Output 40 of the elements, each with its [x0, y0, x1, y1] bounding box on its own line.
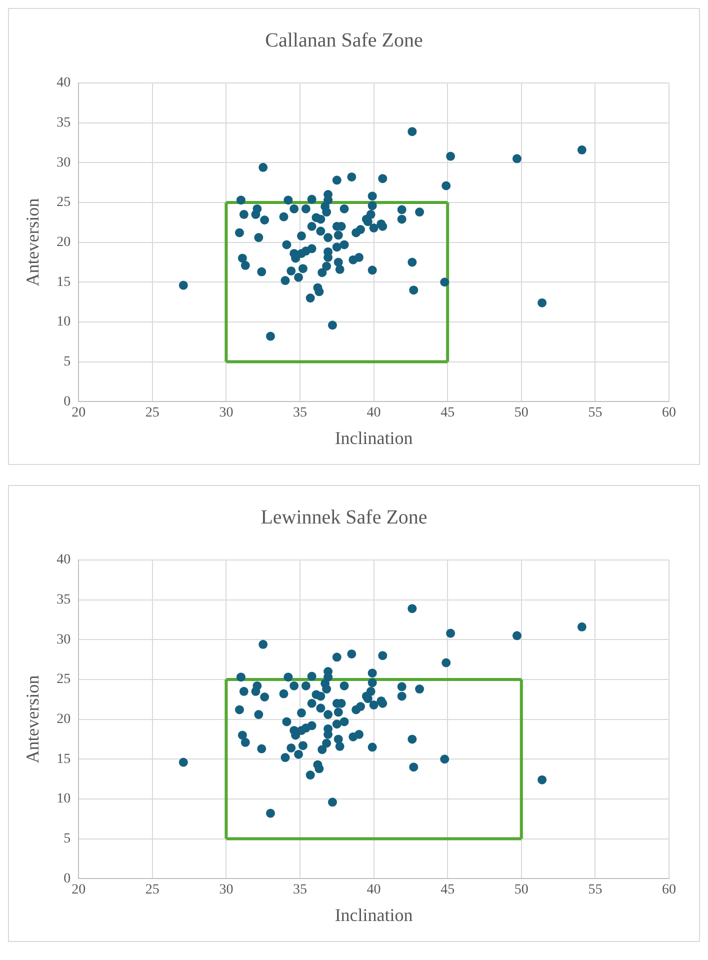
x-tick-label: 50	[514, 406, 528, 421]
y-tick-label: 35	[56, 592, 71, 608]
y-tick-label: 25	[56, 195, 71, 210]
y-tick-label: 5	[64, 831, 71, 846]
y-tick-label: 30	[56, 632, 71, 648]
x-tick-label: 45	[440, 882, 455, 898]
x-tick-label: 30	[219, 406, 234, 421]
x-tick-label: 40	[366, 882, 381, 898]
y-tick-label: 20	[56, 712, 71, 727]
y-tick-label: 10	[56, 314, 71, 330]
x-tick-label: 60	[662, 406, 676, 421]
chart-title: Lewinnek Safe Zone	[260, 506, 428, 528]
x-tick-label: 30	[219, 882, 234, 898]
y-tick-label: 5	[64, 354, 71, 370]
y-tick-label: 25	[56, 672, 71, 688]
x-tick-label: 45	[440, 406, 455, 421]
x-tick-label: 55	[588, 406, 602, 421]
y-tick-label: 20	[56, 234, 71, 250]
x-axis-title: Inclination	[334, 904, 413, 925]
y-tick-label: 0	[64, 394, 71, 410]
x-tick-label: 60	[662, 882, 676, 898]
x-tick-label: 25	[145, 882, 160, 898]
y-tick-label: 35	[56, 115, 71, 130]
x-tick-label: 55	[588, 882, 602, 898]
y-axis-title: Anteversion	[22, 675, 43, 764]
y-tick-label: 40	[56, 552, 71, 568]
y-tick-label: 40	[56, 76, 71, 91]
y-tick-label: 10	[56, 792, 71, 807]
y-tick-label: 30	[56, 155, 71, 170]
y-axis-title: Anteversion	[22, 198, 43, 286]
x-tick-label: 35	[293, 406, 307, 421]
chart-title: Callanan Safe Zone	[265, 29, 423, 52]
x-axis-title: Inclination	[334, 428, 413, 448]
x-tick-label: 25	[145, 406, 160, 421]
y-tick-label: 15	[56, 752, 71, 767]
y-tick-label: 15	[56, 274, 71, 290]
x-tick-label: 50	[514, 882, 528, 898]
x-tick-label: 40	[366, 406, 381, 421]
x-tick-label: 35	[293, 882, 307, 898]
y-tick-label: 0	[64, 871, 71, 886]
